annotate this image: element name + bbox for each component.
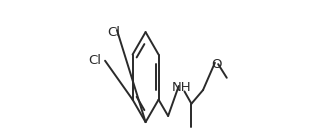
Text: O: O (211, 58, 222, 71)
Text: Cl: Cl (108, 26, 121, 39)
Text: NH: NH (172, 81, 191, 94)
Text: Cl: Cl (89, 54, 102, 67)
